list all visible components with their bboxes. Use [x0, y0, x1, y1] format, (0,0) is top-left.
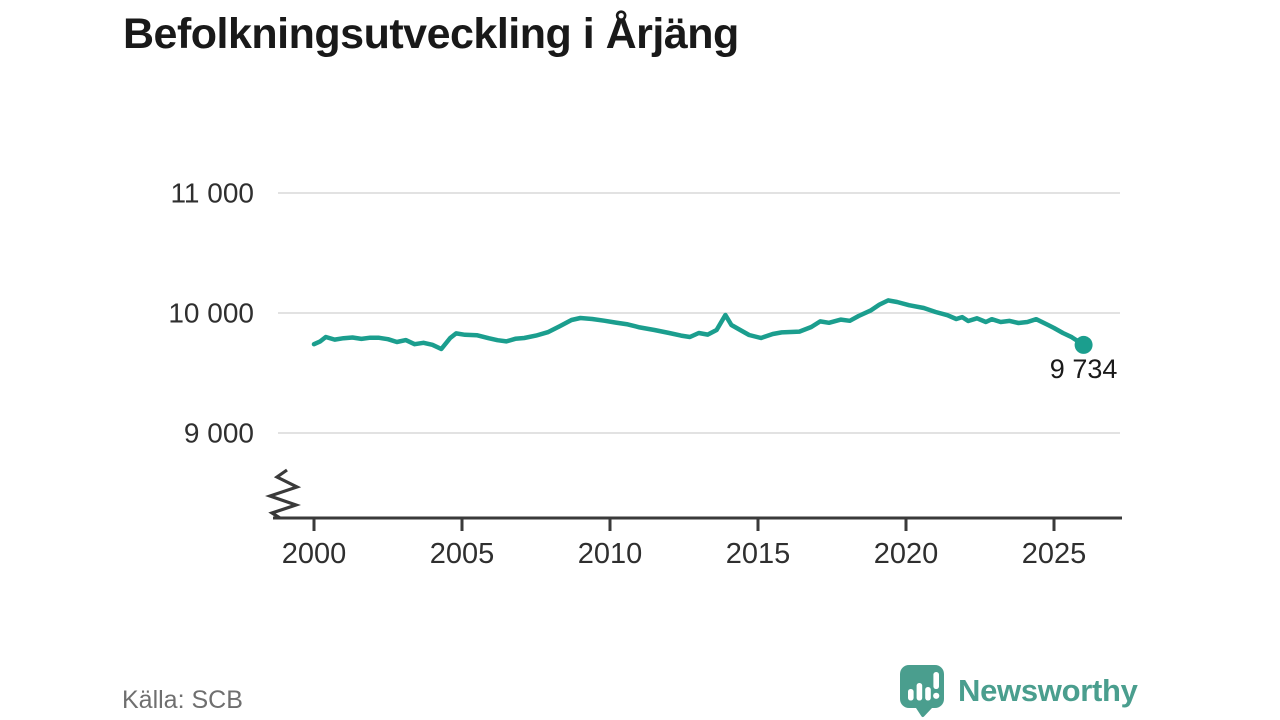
last-value-label: 9 734: [1050, 354, 1118, 384]
x-axis-label-2005: 2005: [430, 538, 495, 570]
y-axis-label-9000: 9 000: [184, 418, 254, 449]
population-line-series: [311, 298, 1086, 352]
newsworthy-wordmark: Newsworthy: [958, 673, 1138, 708]
y-axis-label-11000: 11 000: [170, 178, 254, 209]
x-axis-label-2000: 2000: [282, 538, 347, 570]
population-line-chart: 9 000 10 000 11 000 2000 2005 2010 2015 2020 202…: [168, 178, 1122, 570]
newsworthy-branding: Newsworthy: [899, 664, 1138, 718]
y-axis-break-icon: [265, 468, 302, 520]
x-axis-label-2020: 2020: [874, 538, 939, 570]
y-axis-label-10000: 10 000: [168, 298, 254, 329]
x-axis-label-2010: 2010: [578, 538, 643, 570]
last-value-dot: [1074, 335, 1093, 354]
source-note: Källa: SCB: [122, 686, 243, 714]
chart-title: Befolkningsutveckling i Årjäng: [123, 10, 739, 58]
newsworthy-logo-icon: [900, 665, 944, 718]
x-axis-label-2015: 2015: [726, 538, 791, 570]
x-axis-label-2025: 2025: [1022, 538, 1087, 570]
